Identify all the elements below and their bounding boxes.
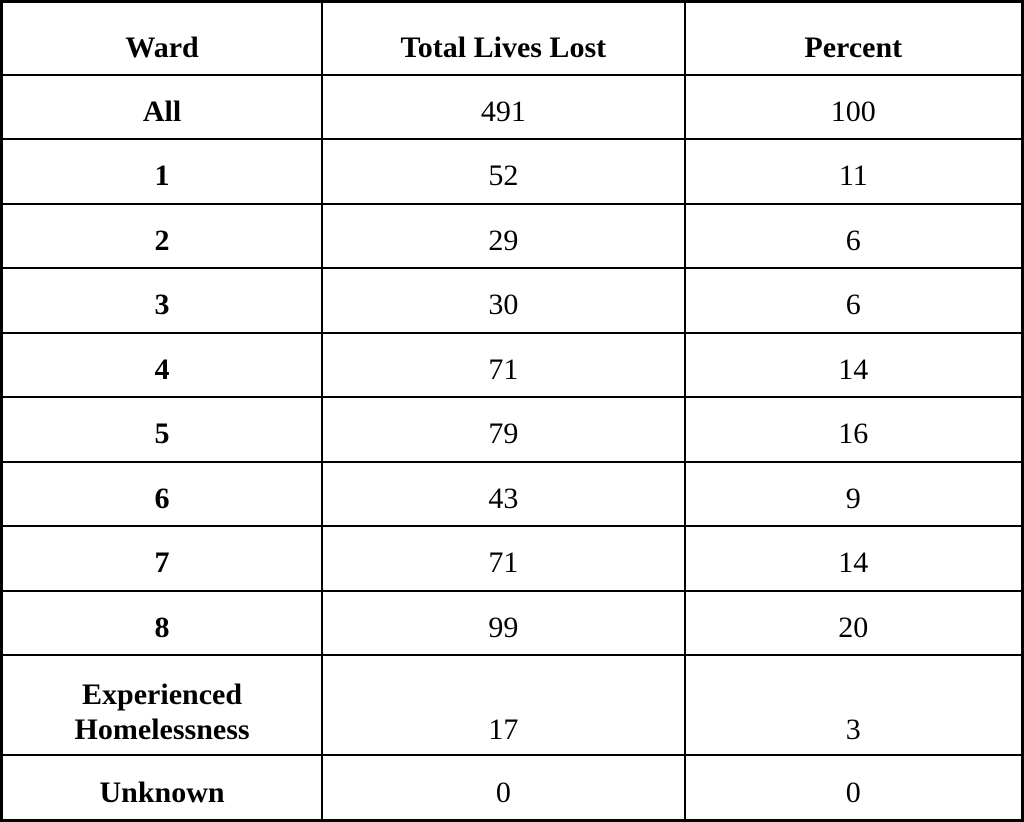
cell-total-lives-lost: 79 xyxy=(321,396,686,463)
cell-ward: All xyxy=(0,73,324,141)
cell-ward: Unknown xyxy=(0,754,324,822)
table-row: 4 71 14 xyxy=(0,331,1024,399)
table-row: 7 71 14 xyxy=(0,525,1024,592)
cell-percent: 16 xyxy=(683,396,1024,463)
cell-ward: 6 xyxy=(0,460,324,528)
table-row: 3 30 6 xyxy=(0,267,1024,334)
cell-ward: 4 xyxy=(0,331,324,399)
cell-ward: 2 xyxy=(0,202,324,270)
cell-total-lives-lost: 17 xyxy=(321,654,686,757)
cell-ward: 7 xyxy=(0,525,324,592)
cell-ward: 3 xyxy=(0,267,324,334)
table-row: 1 52 11 xyxy=(0,138,1024,205)
cell-percent: 0 xyxy=(683,754,1024,822)
cell-total-lives-lost: 491 xyxy=(321,73,686,141)
cell-percent: 9 xyxy=(683,460,1024,528)
cell-total-lives-lost: 29 xyxy=(321,202,686,270)
cell-percent: 14 xyxy=(683,331,1024,399)
cell-ward: 5 xyxy=(0,396,324,463)
cell-ward: Experienced Homelessness xyxy=(0,654,324,757)
table-row: All 491 100 xyxy=(0,73,1024,141)
header-cell-percent: Percent xyxy=(683,0,1024,76)
cell-total-lives-lost: 0 xyxy=(321,754,686,822)
cell-total-lives-lost: 30 xyxy=(321,267,686,334)
cell-total-lives-lost: 99 xyxy=(321,589,686,657)
cell-percent: 6 xyxy=(683,202,1024,270)
table-row: 8 99 20 xyxy=(0,589,1024,657)
cell-total-lives-lost: 52 xyxy=(321,138,686,205)
table-row: 5 79 16 xyxy=(0,396,1024,463)
cell-percent: 3 xyxy=(683,654,1024,757)
cell-ward: 8 xyxy=(0,589,324,657)
cell-percent: 20 xyxy=(683,589,1024,657)
cell-percent: 11 xyxy=(683,138,1024,205)
table-row: Unknown 0 0 xyxy=(0,754,1024,822)
header-cell-ward: Ward xyxy=(0,0,324,76)
table-row: 6 43 9 xyxy=(0,460,1024,528)
cell-total-lives-lost: 71 xyxy=(321,525,686,592)
header-cell-total-lives-lost: Total Lives Lost xyxy=(321,0,686,76)
cell-ward: 1 xyxy=(0,138,324,205)
table-row: 2 29 6 xyxy=(0,202,1024,270)
table-row: Experienced Homelessness 17 3 xyxy=(0,654,1024,757)
cell-percent: 14 xyxy=(683,525,1024,592)
table-header-row: Ward Total Lives Lost Percent xyxy=(0,0,1024,76)
cell-total-lives-lost: 71 xyxy=(321,331,686,399)
cell-percent: 6 xyxy=(683,267,1024,334)
cell-percent: 100 xyxy=(683,73,1024,141)
cell-total-lives-lost: 43 xyxy=(321,460,686,528)
